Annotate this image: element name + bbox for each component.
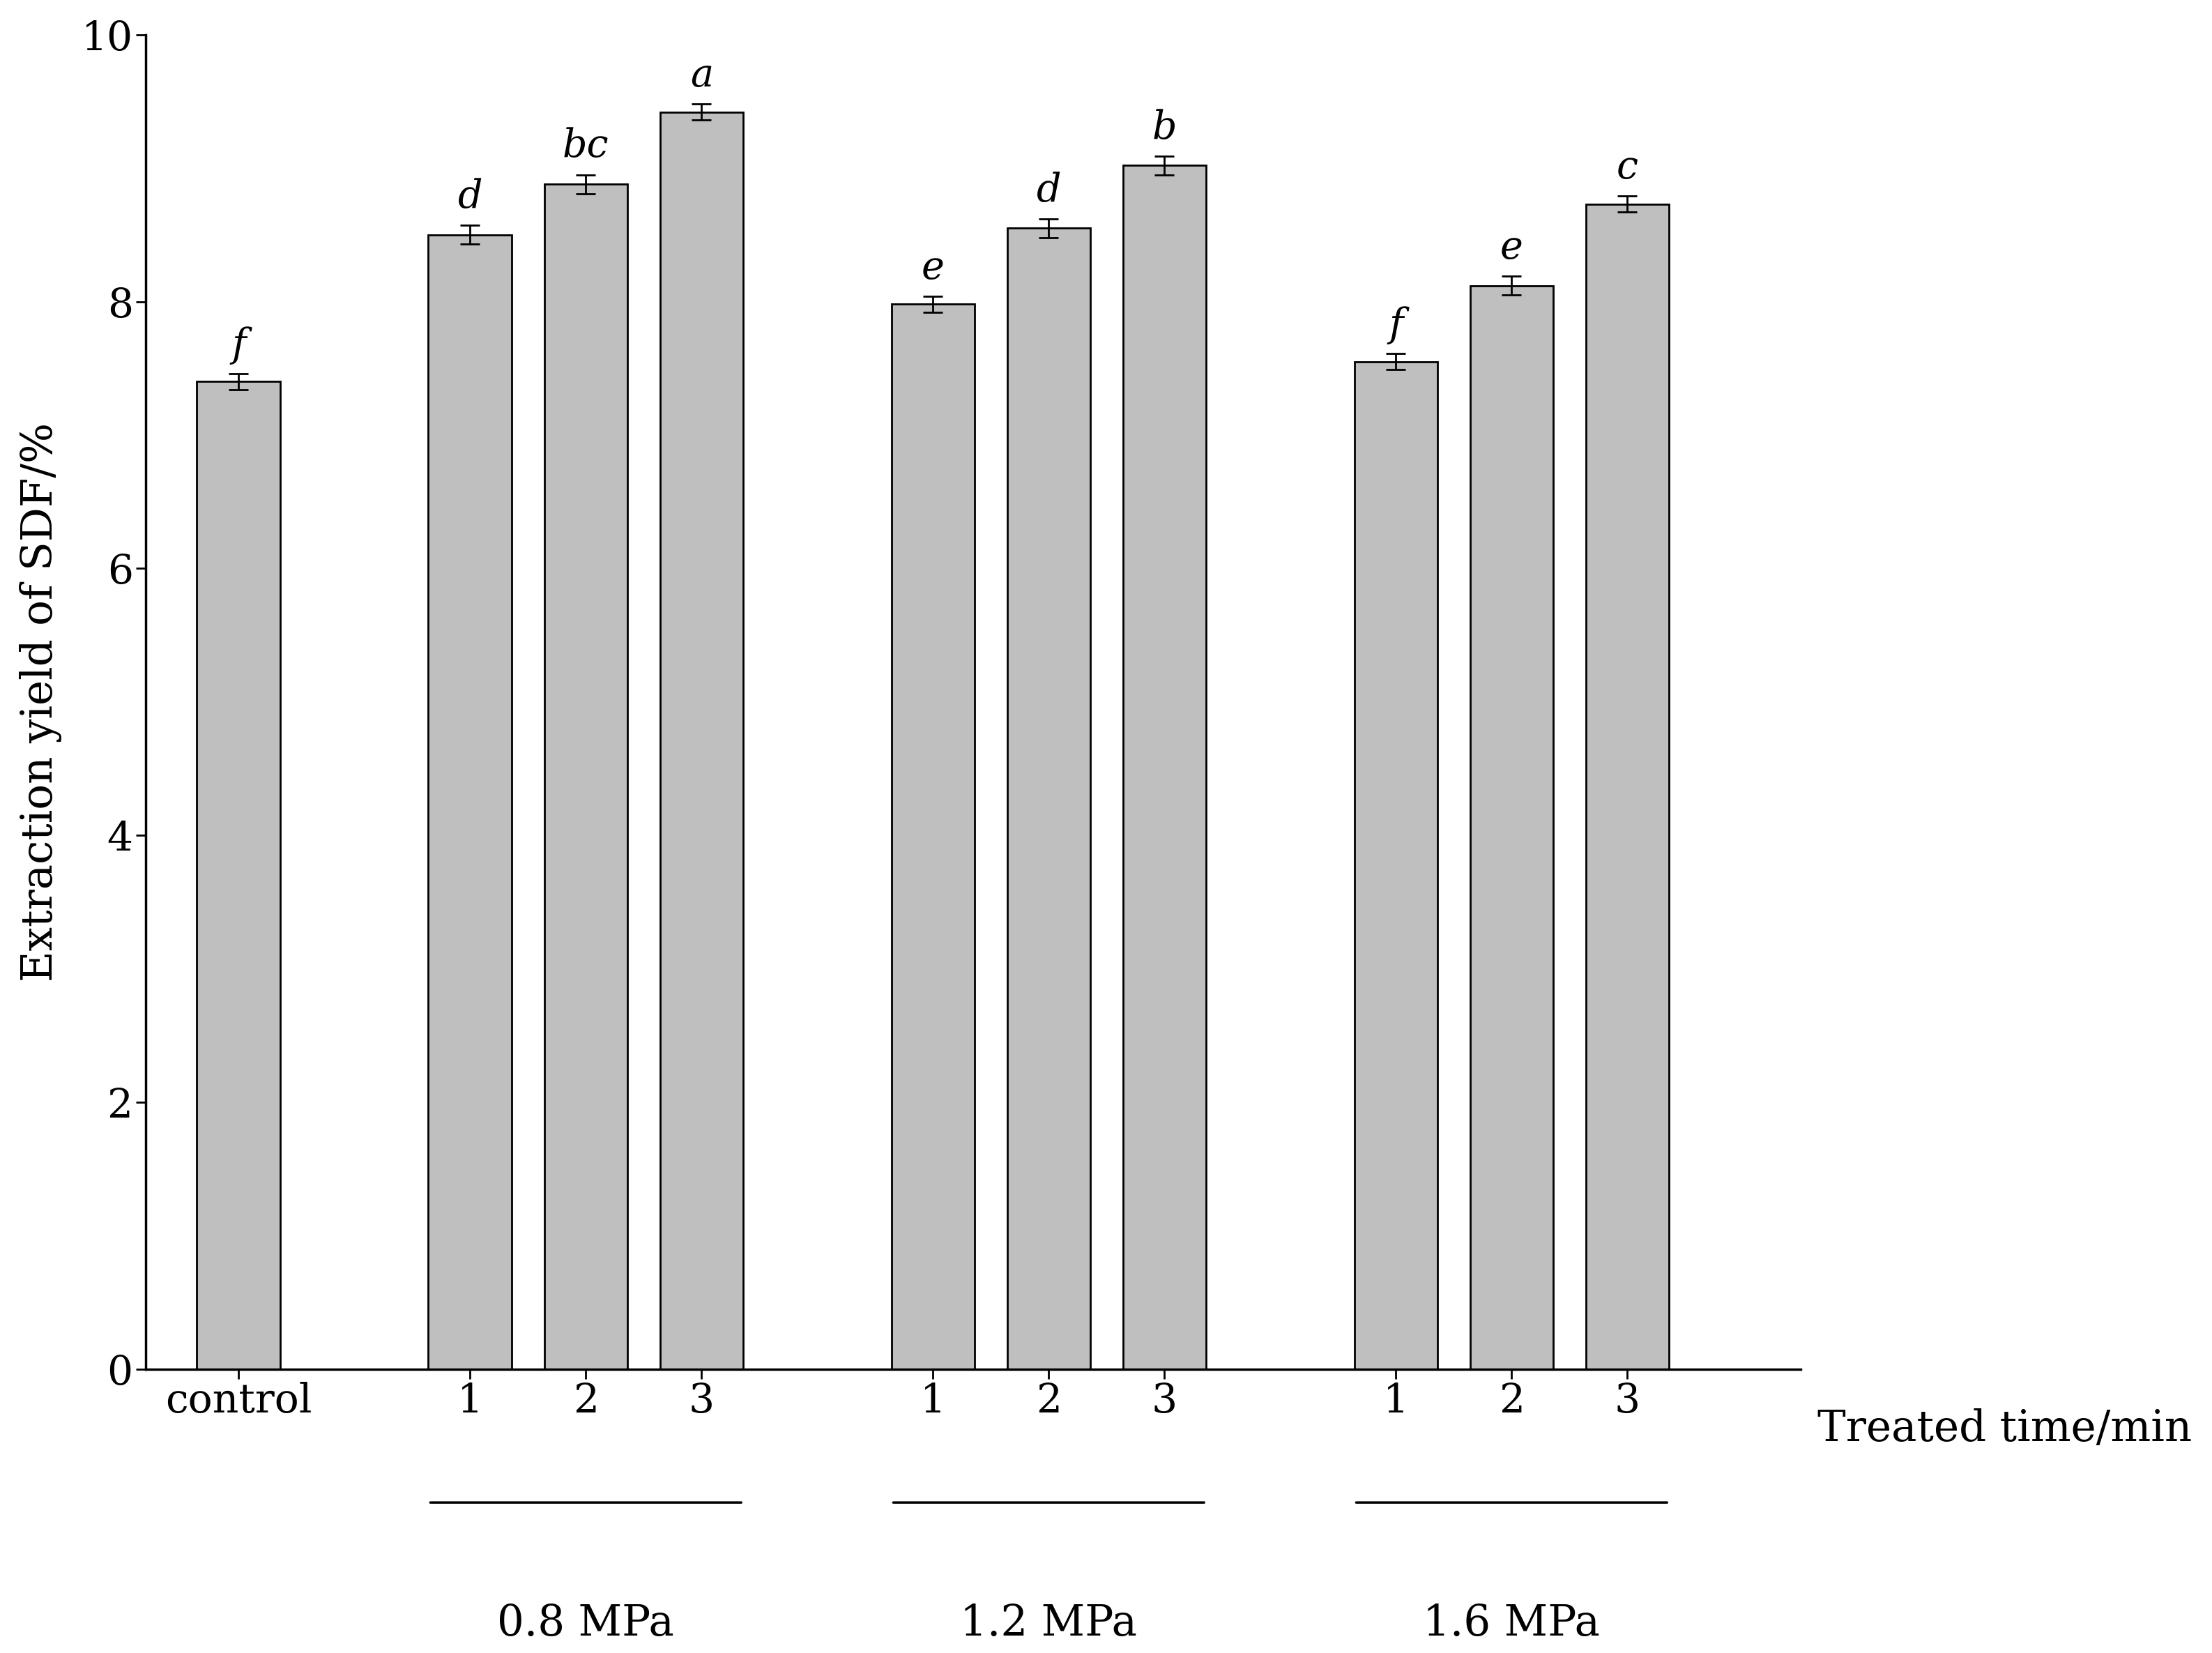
Text: f: f (1389, 306, 1402, 344)
Text: c: c (1617, 149, 1639, 187)
Text: Treated time/min: Treated time/min (1818, 1408, 2192, 1450)
Y-axis label: Extraction yield of SDF/%: Extraction yield of SDF/% (20, 422, 62, 982)
Bar (1471, 286, 1553, 1369)
Text: e: e (922, 248, 945, 288)
Bar (1354, 362, 1438, 1369)
Bar (1006, 228, 1091, 1369)
Bar (197, 382, 281, 1369)
Text: bc: bc (562, 127, 608, 165)
Bar (659, 112, 743, 1369)
Bar (544, 183, 628, 1369)
Text: 1.2 MPa: 1.2 MPa (960, 1603, 1137, 1645)
Text: 1.6 MPa: 1.6 MPa (1422, 1603, 1599, 1645)
Text: d: d (458, 179, 482, 217)
Bar (1586, 205, 1670, 1369)
Text: 0.8 MPa: 0.8 MPa (498, 1603, 675, 1645)
Bar (429, 235, 511, 1369)
Bar (891, 304, 975, 1369)
Bar (1124, 165, 1206, 1369)
Text: b: b (1152, 109, 1177, 147)
Text: d: d (1037, 172, 1062, 210)
Text: f: f (232, 326, 246, 364)
Text: e: e (1500, 228, 1524, 266)
Text: a: a (690, 56, 712, 94)
